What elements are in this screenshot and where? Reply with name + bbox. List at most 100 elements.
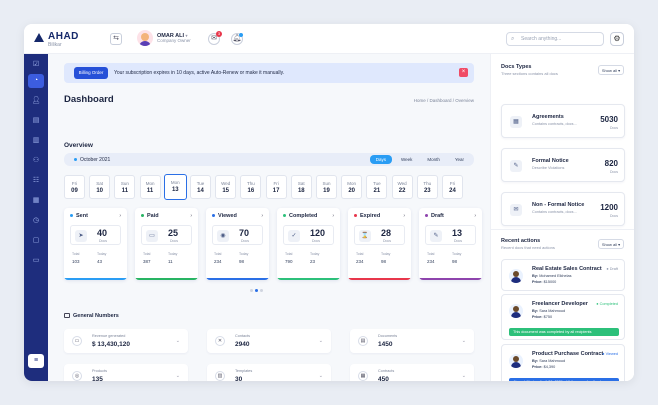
- tab-days[interactable]: Days: [369, 155, 392, 164]
- recent-action-card[interactable]: Freelancer Developer ● Completed By: Sara …: [501, 294, 625, 340]
- logo-icon: [34, 32, 46, 44]
- stat-card-draft[interactable]: Draft › ✎ 13 Docs Total 234 Today 98: [419, 208, 482, 280]
- day-item[interactable]: Mon 20: [341, 175, 363, 199]
- sidebar-item-templates[interactable]: ▢: [32, 237, 40, 244]
- day-item[interactable]: Sun 19: [316, 175, 337, 199]
- general-label: Products: [92, 369, 107, 373]
- doc-type-card[interactable]: ✎ Formal Notice Describe Violations 820 Docs: [501, 148, 625, 182]
- sidebar-item-billing[interactable]: ▭: [32, 257, 40, 264]
- today-value: 98: [381, 259, 387, 264]
- day-item[interactable]: Tue 21: [366, 175, 388, 199]
- general-card[interactable]: ▥ Templates 30 ⌄: [207, 364, 331, 381]
- day-item[interactable]: Fri 17: [265, 175, 287, 199]
- day-item[interactable]: Fri 24: [442, 175, 463, 199]
- action-info-bar[interactable]: This document was completed by all recip…: [509, 328, 619, 336]
- stat-card-completed[interactable]: Completed › ✓ 120 Docs Total 790 Today 23: [277, 208, 340, 280]
- sidebar-item-team[interactable]: ⚇: [32, 157, 40, 164]
- bell-button[interactable]: 🔔︎: [231, 33, 243, 45]
- logo[interactable]: AHAD Bilikar: [34, 32, 79, 48]
- carousel-dot[interactable]: [260, 289, 263, 292]
- doc-type-count: 5030: [600, 115, 618, 124]
- general-card[interactable]: ✕ Contacts 2940 ⌄: [207, 329, 331, 353]
- sidebar-item-users[interactable]: 👤︎: [31, 97, 41, 104]
- day-item[interactable]: Sun 11: [114, 175, 136, 199]
- doc-types-title: Docs Types: [501, 64, 532, 70]
- tab-month[interactable]: Month: [427, 157, 440, 162]
- brand-name: AHAD: [48, 31, 79, 42]
- app-window: AHAD Bilikar ⇆ OMAR ALI ▾ Company Owner …: [24, 24, 634, 381]
- doc-type-title: Formal Notice: [532, 158, 569, 164]
- sidebar-item-documents[interactable]: ▤: [32, 117, 40, 124]
- stat-value: 13: [452, 228, 463, 238]
- day-item[interactable]: Fri 09: [64, 175, 85, 199]
- chevron-down-icon: ▾: [185, 32, 188, 38]
- search-input[interactable]: ⌕ Search anything...: [506, 32, 604, 46]
- tab-year[interactable]: Year: [454, 157, 464, 162]
- day-item-selected[interactable]: Mon 13: [163, 174, 187, 200]
- sidebar-item-activity[interactable]: ◷: [32, 217, 40, 224]
- collapse-sidebar-button[interactable]: ⇆: [110, 33, 122, 45]
- status-dot: [283, 214, 286, 218]
- day-item[interactable]: Mon 11: [139, 175, 161, 199]
- recent-action-card[interactable]: Real Estate Sales Contract ● Draft By: Moh…: [501, 259, 625, 291]
- recent-show-all-button[interactable]: Show all ▾: [598, 239, 624, 249]
- doc-type-card[interactable]: ✉ Non - Formal Notice Contains contracts, …: [501, 192, 625, 226]
- action-info-bar[interactable]: Ahmed Ali view April 20, 2021 - Write so…: [509, 378, 619, 381]
- general-card[interactable]: ◎ Products 135 ⌄: [64, 364, 188, 381]
- general-card[interactable]: ▤ Documents 1450 ⌄: [350, 329, 474, 353]
- stat-card-expired[interactable]: Expired › ⌛ 28 Docs Total 234 Today 98: [348, 208, 411, 280]
- general-card[interactable]: ▦ Contracts 450 ⌄: [350, 364, 474, 381]
- day-number: 19: [323, 188, 330, 194]
- stat-card-sent[interactable]: Sent › ➤ 40 Docs Total 103 Today 43: [64, 208, 127, 280]
- breadcrumb[interactable]: Home / Dashboard / Overview: [413, 98, 474, 103]
- carousel-dots[interactable]: [250, 289, 263, 292]
- top-bar: AHAD Bilikar ⇆ OMAR ALI ▾ Company Owner …: [24, 24, 634, 54]
- stat-card-paid[interactable]: Paid › ▭ 25 Docs Total 387 Today 11: [135, 208, 198, 280]
- doc-type-title: Non - Formal Notice: [532, 202, 585, 208]
- chevron-right-icon[interactable]: ›: [190, 213, 192, 219]
- today-label: Today: [310, 252, 320, 256]
- billing-order-button[interactable]: Billing Order: [74, 67, 108, 79]
- sidebar-menu-button[interactable]: ≡: [28, 354, 44, 368]
- sidebar-item-files[interactable]: ▥: [32, 137, 40, 144]
- day-item[interactable]: Thu 16: [240, 175, 262, 199]
- chevron-right-icon[interactable]: ›: [474, 213, 476, 219]
- chevron-right-icon[interactable]: ›: [403, 213, 405, 219]
- day-item[interactable]: Wed 15: [215, 175, 237, 199]
- sidebar-item-filters[interactable]: ☷: [32, 177, 40, 184]
- doc-type-unit: Docs: [610, 126, 618, 130]
- tab-week[interactable]: Week: [400, 157, 413, 162]
- user-menu[interactable]: OMAR ALI ▾ Company Owner: [137, 30, 191, 46]
- carousel-dot[interactable]: [250, 289, 253, 292]
- chevron-right-icon[interactable]: ›: [332, 213, 334, 219]
- chevron-right-icon[interactable]: ›: [261, 213, 263, 219]
- action-title: Real Estate Sales Contract: [532, 266, 602, 272]
- carousel-dot-active[interactable]: [255, 289, 258, 292]
- chevron-right-icon[interactable]: ›: [119, 213, 121, 219]
- sidebar-item-checklist[interactable]: ☑: [32, 61, 40, 68]
- day-item[interactable]: Thu 23: [416, 175, 438, 199]
- stat-card-viewed[interactable]: Viewed › ◉ 70 Docs Total 234 Today 98: [206, 208, 269, 280]
- day-item[interactable]: Wed 22: [391, 175, 413, 199]
- close-icon[interactable]: ×: [459, 68, 468, 77]
- price-value: $4,390: [543, 365, 556, 369]
- sidebar-item-dashboard[interactable]: ◔: [28, 74, 44, 88]
- doc-type-card[interactable]: ▦ Agreements Contains contracts, docs... 50…: [501, 104, 625, 138]
- doc-types-show-all-button[interactable]: Show all ▾: [598, 65, 624, 75]
- sidebar-item-reports[interactable]: ▦: [32, 197, 40, 204]
- stat-value-box: ⌛ 28 Docs: [354, 225, 405, 245]
- day-name: Wed: [397, 181, 407, 186]
- recent-action-card[interactable]: Product Purchase Contract ● Viewed By: Sar…: [501, 344, 625, 381]
- day-number: 21: [373, 188, 381, 194]
- general-card[interactable]: ▭ Revenue generated $ 13,430,120 ⌄: [64, 329, 188, 353]
- stat-value: 70: [239, 228, 250, 238]
- settings-button[interactable]: ⚙: [610, 32, 624, 46]
- recent-actions-subtitle: Recent docs that need actions: [501, 245, 555, 250]
- day-item[interactable]: Sat 10: [89, 175, 111, 199]
- day-number: 15: [222, 188, 230, 194]
- day-item[interactable]: Tue 14: [190, 175, 211, 199]
- folder-icon: [64, 313, 70, 319]
- mail-button[interactable]: ✉ 3: [208, 31, 222, 45]
- stat-card-accent: [64, 278, 127, 280]
- day-item[interactable]: Sat 18: [290, 175, 312, 199]
